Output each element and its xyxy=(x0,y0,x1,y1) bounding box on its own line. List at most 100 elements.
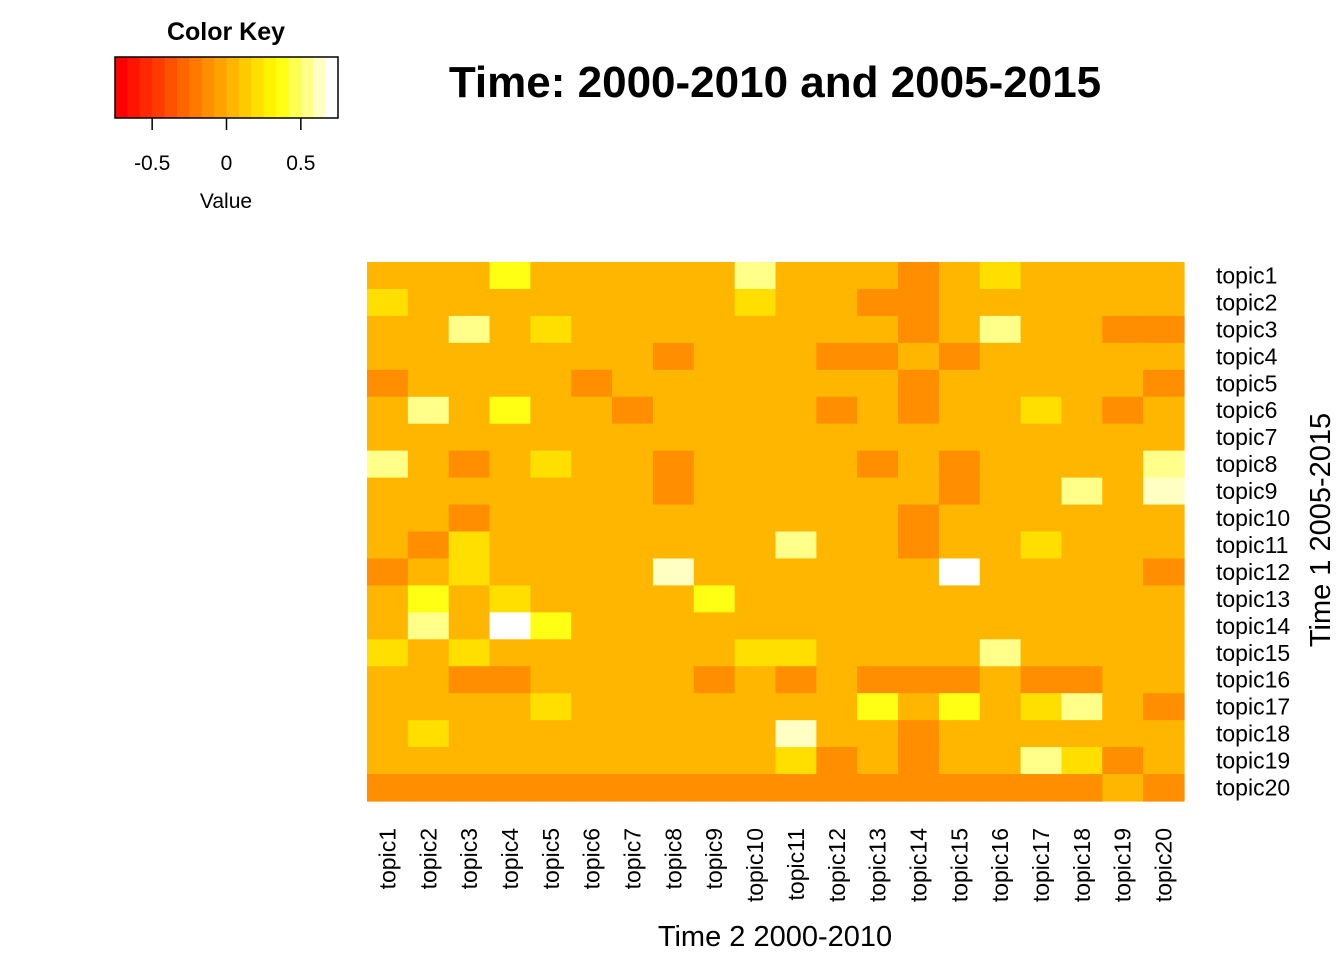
heatmap-cell xyxy=(1061,504,1103,533)
heatmap-cell xyxy=(448,666,491,694)
heatmap-cell xyxy=(1143,342,1185,371)
heatmap-cell xyxy=(407,612,450,640)
heatmap-cell xyxy=(407,504,450,533)
heatmap-cell xyxy=(775,288,817,317)
heatmap-cell xyxy=(857,262,899,290)
row-label: topic20 xyxy=(1216,775,1290,801)
heatmap-cell xyxy=(898,477,940,506)
heatmap-cell xyxy=(898,450,940,479)
heatmap-cell xyxy=(734,262,777,290)
heatmap-cell xyxy=(775,315,817,344)
heatmap-cell xyxy=(938,585,981,613)
heatmap-cell xyxy=(734,666,777,694)
heatmap-cell xyxy=(612,262,654,290)
heatmap-cell xyxy=(407,477,450,506)
heatmap-cell xyxy=(448,315,491,344)
heatmap-cell xyxy=(1143,747,1185,775)
heatmap-cell xyxy=(448,639,491,667)
heatmap-cell xyxy=(1143,450,1185,479)
row-label: topic8 xyxy=(1216,451,1277,477)
heatmap-cell xyxy=(530,315,572,344)
heatmap-cell xyxy=(857,585,899,613)
heatmap-cell xyxy=(1020,423,1063,452)
heatmap-cell xyxy=(612,558,654,586)
heatmap-cell xyxy=(367,262,409,290)
column-label: topic3 xyxy=(456,828,482,889)
heatmap-cell xyxy=(1143,639,1185,667)
heatmap-cell xyxy=(979,666,1022,694)
heatmap-cell xyxy=(816,262,858,290)
y-axis-label: Time 1 2005-2015 xyxy=(1305,413,1337,647)
heatmap-cell xyxy=(530,612,572,640)
heatmap-cell xyxy=(571,369,613,398)
heatmap-cell xyxy=(857,774,899,802)
column-labels: topic1 topic2 topic3 topic4 topic5 topic6 topi… xyxy=(374,828,1176,902)
color-key-axis: -0.5 0 0.5 xyxy=(134,118,315,175)
heatmap-cell xyxy=(407,666,450,694)
color-key-bin xyxy=(164,57,178,118)
heatmap-cell xyxy=(775,585,817,613)
heatmap-cell xyxy=(571,558,613,586)
row-label: topic4 xyxy=(1216,343,1278,369)
color-key-bin xyxy=(238,57,252,118)
row-label: topic12 xyxy=(1216,559,1290,585)
heatmap-cell xyxy=(1061,531,1103,560)
heatmap-cell xyxy=(489,774,531,802)
heatmap-cell xyxy=(407,288,450,317)
heatmap-cell xyxy=(857,450,899,479)
heatmap-cell xyxy=(1061,693,1103,721)
heatmap-cell xyxy=(1102,504,1144,533)
heatmap-cell xyxy=(775,693,817,721)
heatmap-cell xyxy=(448,531,491,560)
heatmap-cell xyxy=(367,396,409,425)
heatmap-cell xyxy=(612,369,654,398)
heatmap-cell xyxy=(652,396,695,425)
heatmap-cell xyxy=(1143,585,1185,613)
heatmap-cell xyxy=(734,288,777,317)
column-label: topic9 xyxy=(701,828,727,889)
heatmap-cell xyxy=(489,342,531,371)
heatmap-cell xyxy=(1020,342,1063,371)
heatmap-cell xyxy=(448,477,491,506)
heatmap-cell xyxy=(979,315,1022,344)
heatmap-cell xyxy=(1061,558,1103,586)
heatmap-cell xyxy=(612,342,654,371)
heatmap-cell xyxy=(407,558,450,586)
row-label: topic16 xyxy=(1216,667,1290,693)
heatmap-cell xyxy=(857,342,899,371)
heatmap-cell xyxy=(489,585,531,613)
heatmap-cell xyxy=(693,531,736,560)
heatmap-cell xyxy=(1061,585,1103,613)
heatmap-cell xyxy=(571,693,613,721)
heatmap-cell xyxy=(367,531,409,560)
heatmap-cell xyxy=(407,369,450,398)
heatmap-cell xyxy=(1061,288,1103,317)
heatmap-cell xyxy=(1020,558,1063,586)
heatmap-cell xyxy=(734,369,777,398)
heatmap-cell xyxy=(979,774,1022,802)
heatmap-cell xyxy=(612,477,654,506)
heatmap-cell xyxy=(857,423,899,452)
heatmap-cell xyxy=(1102,342,1144,371)
heatmap-cell xyxy=(1020,693,1063,721)
heatmap-cell xyxy=(1143,369,1185,398)
heatmap-cell xyxy=(1020,450,1063,479)
heatmap-cell xyxy=(367,504,409,533)
row-label: topic13 xyxy=(1216,586,1290,612)
heatmap-cell xyxy=(857,504,899,533)
heatmap-cell xyxy=(1102,558,1144,586)
heatmap-cell xyxy=(652,315,695,344)
heatmap-cell xyxy=(775,612,817,640)
heatmap-cell xyxy=(1020,585,1063,613)
heatmap-cell xyxy=(612,288,654,317)
heatmap-cell xyxy=(571,342,613,371)
heatmap-cell xyxy=(489,477,531,506)
heatmap-cell xyxy=(1102,315,1144,344)
heatmap-cell xyxy=(898,747,940,775)
heatmap-cell xyxy=(1102,288,1144,317)
heatmap-cell xyxy=(938,558,981,586)
heatmap-cell xyxy=(407,262,450,290)
heatmap-cell xyxy=(693,369,736,398)
heatmap-cell xyxy=(898,774,940,802)
heatmap-cell xyxy=(1020,262,1063,290)
